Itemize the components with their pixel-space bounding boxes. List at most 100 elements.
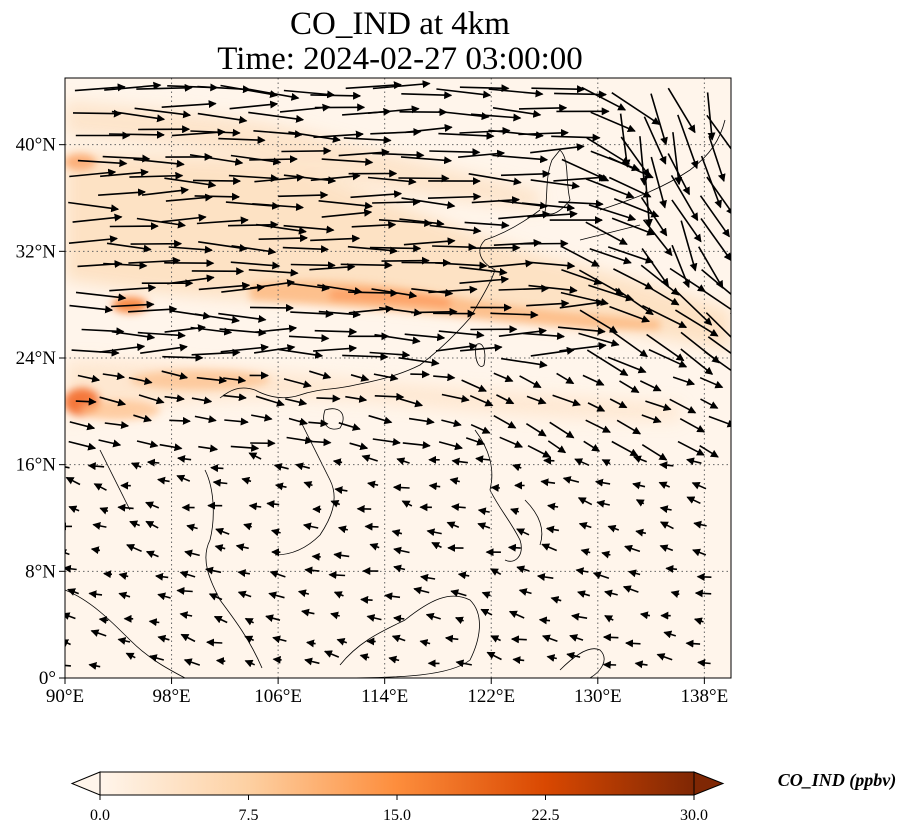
wind-arrow [255, 395, 285, 407]
y-tick-label: 0° [39, 668, 56, 689]
wind-arrow [313, 130, 364, 139]
colorbar: 0.0 7.5 15.0 22.5 30.0 CO_IND (ppbv) [70, 770, 896, 824]
wind-arrow [134, 107, 192, 119]
wind-arrow [450, 589, 467, 597]
wind-arrow [343, 136, 392, 145]
wind-arrow [235, 543, 249, 552]
wind-arrow [351, 220, 397, 229]
wind-arrow [316, 394, 341, 403]
wind-arrow [619, 380, 640, 394]
wind-arrow [253, 344, 296, 354]
wind-arrow [368, 414, 393, 425]
wind-arrow [157, 592, 171, 601]
wind-arrow [609, 305, 651, 323]
y-axis: 0° 8°N 16°N 24°N 32°N 40°N [16, 135, 65, 689]
wind-arrow [616, 419, 642, 435]
wind-arrow [68, 440, 97, 451]
wind-arrow [704, 351, 731, 372]
wind-arrow [159, 443, 183, 452]
wind-arrow [180, 633, 196, 643]
wind-arrow [283, 224, 335, 234]
wind-arrow [68, 505, 80, 514]
wind-arrow [624, 544, 641, 553]
wind-arrow [428, 482, 441, 491]
wind-arrow [706, 92, 716, 141]
wind-arrow [198, 444, 219, 453]
wind-arrow [459, 266, 508, 276]
wind-arrow [318, 200, 373, 210]
wind-arrow [640, 196, 668, 237]
x-tick-label: 138°E [681, 686, 729, 707]
wind-arrow [372, 151, 425, 160]
wind-arrow [489, 568, 502, 576]
wind-arrow [698, 287, 731, 315]
wind-arrow [438, 131, 495, 140]
wind-arrow [481, 591, 491, 599]
wind-arrow [686, 496, 701, 505]
wind-arrow [111, 110, 166, 123]
wind-arrow [420, 573, 436, 582]
wind-arrow [402, 441, 431, 450]
wind-arrow [433, 373, 456, 382]
wind-arrow [566, 651, 581, 660]
wind-arrow [609, 398, 628, 409]
wind-arrow [457, 571, 470, 580]
x-tick-label: 122°E [467, 686, 515, 707]
wind-arrow [214, 544, 226, 552]
colorbar-tick-label: 22.5 [532, 807, 560, 824]
wind-arrow [223, 393, 247, 402]
wind-arrow [133, 414, 152, 423]
wind-arrow [167, 274, 215, 285]
wind-arrow [641, 248, 669, 287]
wind-arrow [347, 245, 398, 255]
wind-arrow [74, 83, 126, 92]
wind-arrow [393, 564, 406, 573]
wind-arrow [220, 343, 269, 353]
wind-arrow [252, 203, 304, 211]
wind-arrow [230, 443, 260, 452]
wind-arrow [321, 208, 373, 218]
wind-arrow [581, 86, 627, 111]
wind-arrow [399, 398, 424, 408]
wind-arrow [663, 630, 677, 639]
wind-arrow [372, 437, 401, 446]
wind-arrow [699, 195, 730, 238]
wind-arrow [164, 177, 217, 189]
wind-arrow [582, 374, 605, 386]
wind-arrow [669, 398, 697, 414]
wind-arrow [215, 657, 226, 666]
wind-arrow [176, 586, 193, 595]
wind-arrow [310, 91, 362, 100]
wind-arrow [398, 357, 440, 367]
wind-arrow [587, 402, 606, 412]
wind-arrow [194, 192, 240, 201]
wind-arrow [210, 464, 224, 473]
wind-arrow [191, 396, 213, 405]
wind-arrow [249, 155, 298, 164]
colorbar-tick-label: 7.5 [239, 807, 259, 824]
wind-arrow [146, 458, 160, 467]
wind-arrow [297, 589, 310, 598]
wind-arrow [248, 502, 262, 511]
wind-arrow [338, 422, 361, 431]
wind-arrow [99, 343, 146, 353]
wind-arrow [90, 629, 107, 637]
wind-arrow [77, 159, 128, 168]
wind-arrow [118, 591, 131, 600]
wind-arrow [527, 210, 578, 219]
wind-arrow [108, 130, 165, 139]
wind-arrow [577, 497, 593, 506]
wind-arrow [526, 395, 547, 405]
wind-arrow [265, 614, 281, 623]
wind-arrow [393, 614, 405, 623]
wind-arrow [632, 481, 646, 490]
wind-arrow [580, 548, 591, 556]
wind-arrow [128, 305, 178, 314]
wind-arrow [310, 172, 361, 182]
wind-arrow [392, 483, 410, 492]
wind-arrow [270, 528, 281, 537]
wind-arrow [659, 521, 674, 530]
wind-arrow [336, 638, 348, 646]
wind-arrow [364, 522, 379, 531]
